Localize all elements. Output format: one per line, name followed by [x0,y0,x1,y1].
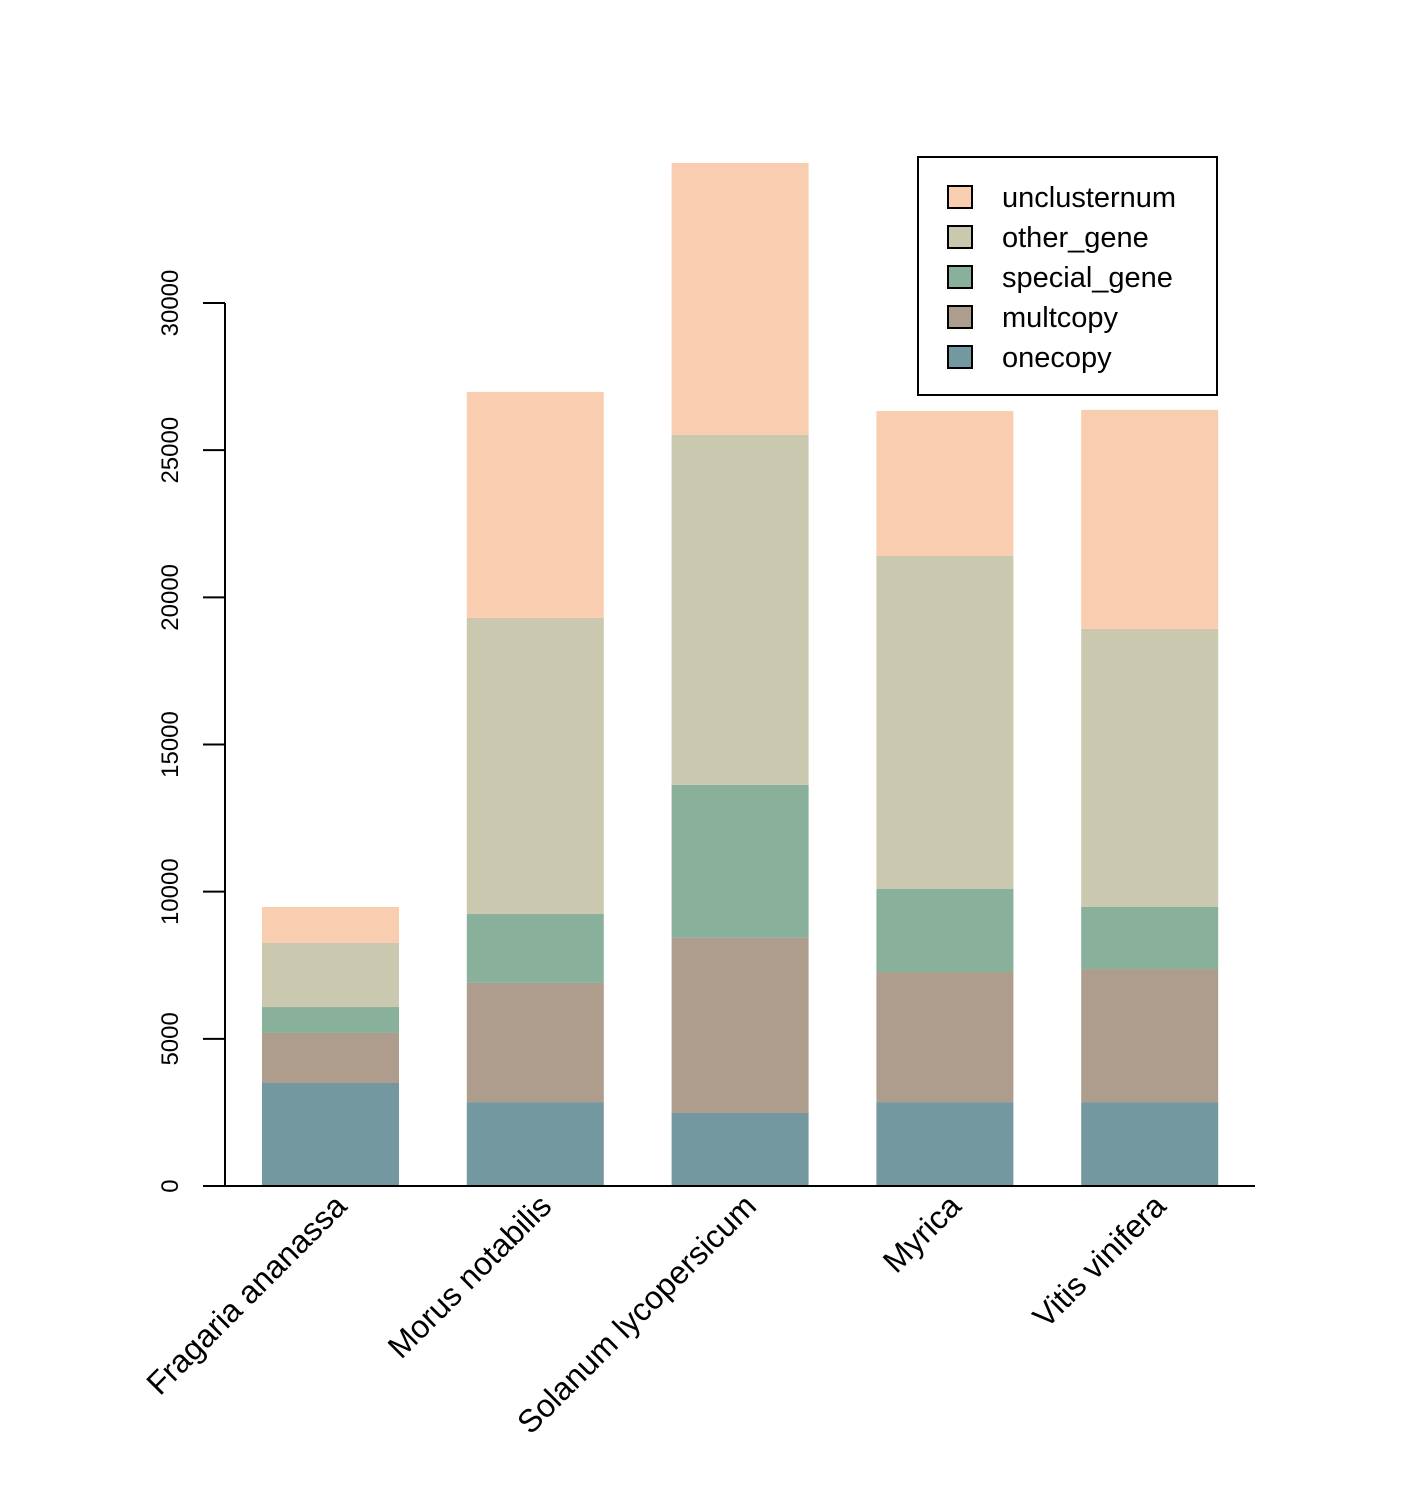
x-tick-label: Morus notabilis [381,1187,559,1365]
legend-swatch [947,225,973,249]
y-tick-label: 15000 [157,711,184,778]
bar-segment [671,937,809,1114]
y-tick-label: 5000 [157,1012,184,1065]
bar-segment [466,391,604,618]
bar-segment [671,162,809,435]
bar-segment [671,784,809,938]
legend-swatch [947,185,973,209]
bar-segment [671,1113,809,1186]
bar-segment [876,411,1014,556]
bar-segment [671,434,809,785]
x-tick-label: Vitis vinifera [1026,1187,1173,1334]
bar-segment [262,942,399,1008]
x-tick-label: Myrica [876,1187,968,1279]
y-tick-label: 20000 [157,564,184,631]
bar-segment [262,1007,399,1033]
legend-swatch [947,345,973,369]
bar-segment [466,914,604,983]
y-tick-label: 25000 [157,417,184,484]
legend-swatch [947,305,973,329]
y-tick-label: 0 [157,1179,184,1192]
bar-segment [262,1032,399,1083]
legend-label: onecopy [1002,342,1112,374]
y-tick-label: 30000 [157,270,184,337]
legend-label: unclusternum [1002,182,1176,214]
bar-segment [262,1082,399,1186]
bar-segment [1081,969,1219,1103]
bar-segment [876,889,1014,973]
bar-segment [1081,906,1219,970]
bar-segment [466,982,604,1103]
bar-segment [1081,1102,1219,1186]
legend-swatch [947,265,973,289]
x-tick-label: Solanum lycopersicum [510,1187,763,1440]
legend-label: special_gene [1002,262,1173,294]
bar-segment [876,555,1014,890]
bar-segment [1081,628,1219,907]
bar-segment [466,1102,604,1186]
bar-segment [876,1102,1014,1186]
y-tick-label: 10000 [157,858,184,925]
x-tick-label: Fragaria ananassa [139,1187,353,1401]
bar-segment [466,617,604,915]
bar-segment [262,906,399,943]
bar-segment [1081,409,1219,629]
legend-label: multcopy [1002,302,1119,334]
bar-segment [876,972,1014,1103]
legend-label: other_gene [1002,222,1149,254]
legend-box [917,156,1218,396]
